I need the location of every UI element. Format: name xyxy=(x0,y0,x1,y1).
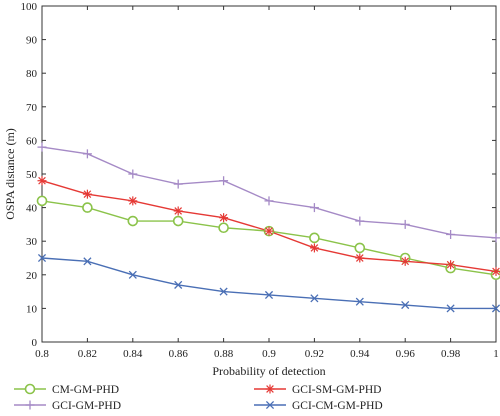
legend-item-gci-cm-gm-phd: GCI-CM-GM-PHD xyxy=(254,400,383,412)
data-point-gci-gm-phd xyxy=(446,229,456,239)
data-point-gci-sm-gm-phd xyxy=(128,196,138,206)
data-point-cm-gm-phd xyxy=(309,232,320,244)
y-tick-label: 0 xyxy=(32,337,38,349)
data-point-gci-sm-gm-phd xyxy=(219,213,229,223)
data-point-cm-gm-phd xyxy=(36,195,48,207)
data-point-cm-gm-phd xyxy=(354,242,366,254)
data-point-cm-gm-phd xyxy=(172,215,184,227)
data-point-gci-cm-gm-phd xyxy=(37,253,47,263)
data-point-gci-cm-gm-phd xyxy=(219,287,228,296)
data-point-gci-gm-phd xyxy=(264,196,274,206)
data-point-gci-cm-gm-phd xyxy=(264,290,274,300)
data-point-gci-cm-gm-phd xyxy=(310,294,319,303)
legend-item-cm-gm-phd: CM-GM-PHD xyxy=(14,383,119,396)
data-point-gci-cm-gm-phd xyxy=(491,304,500,313)
legend-label: GCI-GM-PHD xyxy=(52,400,121,412)
data-point-gci-sm-gm-phd xyxy=(37,176,47,186)
data-point-gci-gm-phd xyxy=(82,149,92,159)
data-point-cm-gm-phd xyxy=(82,202,93,213)
x-axis-label: Probability of detection xyxy=(212,364,325,378)
data-point-gci-cm-gm-phd xyxy=(128,270,137,279)
y-tick-label: 60 xyxy=(26,135,38,147)
data-point-gci-gm-phd xyxy=(309,203,319,213)
legend-label: GCI-SM-GM-PHD xyxy=(292,384,381,396)
y-tick-label: 100 xyxy=(21,1,38,13)
data-point-gci-sm-gm-phd xyxy=(446,260,456,270)
data-point-gci-gm-phd xyxy=(37,142,47,152)
y-tick-label: 30 xyxy=(26,236,38,248)
data-point-gci-gm-phd xyxy=(491,233,500,243)
legend-marker xyxy=(25,400,35,410)
y-tick-label: 50 xyxy=(26,169,38,181)
data-point-gci-gm-phd xyxy=(219,176,229,186)
data-point-gci-gm-phd xyxy=(355,216,365,226)
y-axis-label: OSPA distance (m) xyxy=(3,128,17,220)
x-tick-label: 0.8 xyxy=(35,348,49,360)
legend-marker xyxy=(265,400,275,410)
plot-area xyxy=(41,5,497,343)
x-tick-label: 0.84 xyxy=(123,348,143,360)
data-point-cm-gm-phd xyxy=(127,215,139,227)
y-tick-label: 90 xyxy=(26,35,38,47)
x-tick-label: 0.9 xyxy=(262,348,276,360)
x-tick-label: 0.96 xyxy=(396,348,416,360)
y-tick-label: 80 xyxy=(26,68,38,80)
data-point-cm-gm-phd xyxy=(218,222,229,234)
data-point-gci-sm-gm-phd xyxy=(491,266,500,276)
x-tick-label: 1 xyxy=(493,348,499,360)
x-tick-label: 0.86 xyxy=(169,348,189,360)
y-tick-label: 10 xyxy=(26,303,38,315)
legend-marker xyxy=(24,383,36,395)
data-point-gci-sm-gm-phd xyxy=(264,226,274,236)
data-point-gci-sm-gm-phd xyxy=(355,253,365,263)
legend-label: CM-GM-PHD xyxy=(52,384,119,396)
data-point-gci-sm-gm-phd xyxy=(173,206,183,216)
data-point-gci-cm-gm-phd xyxy=(401,300,410,310)
data-point-gci-cm-gm-phd xyxy=(446,304,455,313)
x-tick-label: 0.82 xyxy=(78,348,97,360)
legend-item-gci-gm-phd: GCI-GM-PHD xyxy=(14,400,121,412)
x-tick-label: 0.98 xyxy=(441,348,461,360)
legend-label: GCI-CM-GM-PHD xyxy=(292,400,383,412)
legend-item-gci-sm-gm-phd: GCI-SM-GM-PHD xyxy=(254,384,381,396)
data-point-gci-sm-gm-phd xyxy=(82,189,92,199)
legend: CM-GM-PHD GCI-SM-GM-PHD GCI-GM-PHD GCI-CM-G… xyxy=(14,383,383,412)
legend-marker xyxy=(265,384,275,394)
data-point-gci-cm-gm-phd xyxy=(355,297,364,306)
x-tick-label: 0.88 xyxy=(214,348,234,360)
data-point-gci-gm-phd xyxy=(400,219,410,229)
data-point-gci-cm-gm-phd xyxy=(174,280,183,289)
y-tick-label: 40 xyxy=(26,203,38,215)
y-tick-label: 20 xyxy=(26,270,38,282)
data-point-gci-gm-phd xyxy=(173,179,183,189)
y-tick-label: 70 xyxy=(26,102,38,114)
x-tick-label: 0.92 xyxy=(305,348,324,360)
data-point-gci-cm-gm-phd xyxy=(83,257,92,266)
data-point-gci-sm-gm-phd xyxy=(309,243,319,253)
x-tick-label: 0.94 xyxy=(350,348,370,360)
data-point-gci-gm-phd xyxy=(128,169,138,179)
data-point-gci-sm-gm-phd xyxy=(400,256,410,266)
